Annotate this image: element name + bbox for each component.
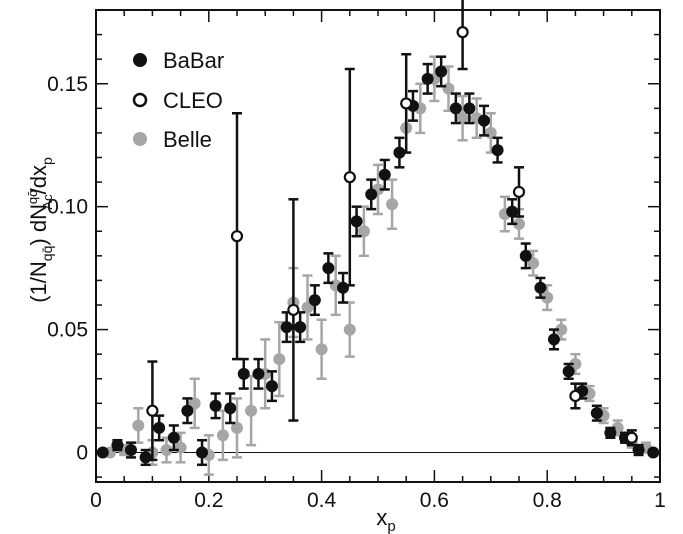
data-point (315, 343, 328, 356)
data-point (393, 146, 406, 159)
data-point (301, 301, 314, 314)
data-point (512, 185, 526, 199)
data-point (231, 421, 243, 434)
y-axis-title: (1/Nqq̄) dNqq̄Λc/dxp (25, 157, 55, 303)
data-point (541, 291, 554, 304)
data-point (350, 215, 363, 228)
x-axis-title: xp (376, 505, 395, 534)
x-tick-label: 0 (90, 489, 102, 512)
data-point (196, 446, 209, 459)
legend-marker (133, 132, 147, 146)
data-point (506, 205, 519, 218)
y-title-mid: ) dN (26, 204, 51, 246)
data-point (188, 397, 201, 410)
data-point (153, 421, 166, 434)
legend: BaBar CLEO Belle (132, 48, 224, 152)
x-ticks: 0 0.2 0.4 0.6 0.8 1 (90, 10, 666, 512)
y-title-lead-sub: qq̄ (39, 246, 55, 262)
legend-label: CLEO (163, 88, 223, 113)
data-point (491, 144, 504, 157)
data-point (273, 353, 286, 366)
data-point (625, 431, 638, 444)
x-tick-label: 1 (654, 489, 666, 512)
data-point (287, 303, 300, 317)
data-point (181, 404, 194, 417)
data-point (456, 26, 469, 39)
data-point (562, 365, 575, 378)
y-title-lead: (1/N (26, 261, 51, 303)
plot-frame (95, 9, 661, 483)
data-point (590, 407, 603, 420)
data-point (294, 321, 307, 334)
data-point (280, 321, 293, 334)
data-point (237, 367, 250, 380)
data-point (555, 323, 568, 336)
data-point (343, 323, 356, 336)
data-point (167, 431, 180, 444)
x-tick-label: 0.8 (533, 489, 562, 512)
y-tick-label: 0 (76, 442, 88, 465)
data-point (463, 102, 476, 115)
data-point (547, 333, 560, 346)
y-tick-label: 0.05 (47, 319, 88, 342)
data-point (174, 441, 187, 454)
y-title-tail-sub: p (39, 157, 55, 165)
data-point (308, 294, 321, 307)
data-point (230, 230, 244, 243)
data-point (245, 404, 258, 417)
data-point (378, 168, 391, 181)
data-point (322, 262, 335, 275)
data-point (365, 188, 378, 201)
legend-label: BaBar (163, 48, 224, 73)
series-cleo (146, 0, 638, 462)
data-point (449, 102, 462, 115)
data-point (478, 114, 491, 127)
data-point (421, 72, 434, 85)
data-point (160, 444, 173, 457)
data-point (124, 444, 137, 457)
x-tick-label: 0.4 (307, 489, 337, 512)
data-point (132, 419, 145, 432)
y-title-mid-sub: Λc (40, 194, 55, 210)
data-point (632, 444, 645, 457)
data-point (343, 171, 356, 184)
data-point (534, 281, 547, 294)
data-point (604, 426, 617, 439)
data-point (252, 367, 265, 380)
x-axis-title-main: x (376, 505, 387, 530)
x-tick-label: 0.6 (420, 489, 449, 512)
y-title-tail: /dx (26, 165, 51, 194)
data-point (139, 451, 152, 464)
data-point (435, 65, 448, 78)
data-point (569, 389, 582, 403)
data-point (386, 198, 399, 211)
y-tick-label: 0.15 (47, 73, 88, 96)
data-point (96, 446, 109, 459)
data-point (216, 429, 229, 442)
data-point (111, 439, 124, 452)
data-point (400, 97, 413, 110)
data-point (456, 112, 469, 125)
data-point (647, 446, 660, 459)
data-point (527, 257, 540, 270)
y-title-mid-sup: qq̄ (25, 190, 40, 204)
data-point (209, 399, 222, 412)
data-point (519, 249, 532, 262)
data-point (357, 225, 370, 238)
data-point (337, 281, 350, 294)
legend-marker (133, 53, 147, 67)
legend-marker (132, 92, 148, 108)
data-point (265, 380, 278, 393)
y-ticks: 0 0.05 0.10 0.15 (47, 9, 660, 478)
data-point (146, 404, 159, 417)
data-point (224, 402, 237, 415)
x-tick-label: 0.2 (194, 489, 223, 512)
legend-label: Belle (163, 127, 212, 152)
x-axis-title-sub: p (387, 518, 395, 534)
data-point (513, 217, 525, 230)
y-tick-label: 0.10 (47, 196, 88, 219)
